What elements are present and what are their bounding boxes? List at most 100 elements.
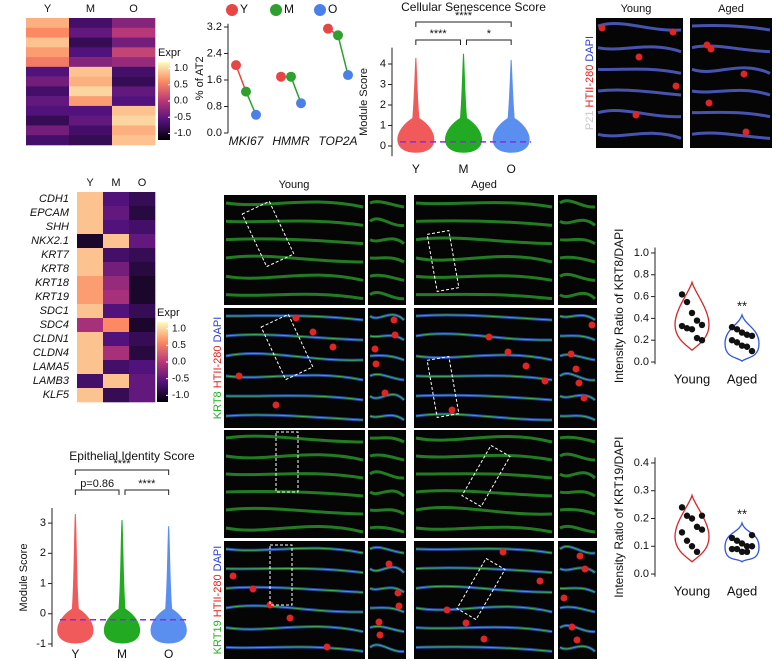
violin [397, 57, 435, 153]
point [748, 543, 756, 550]
heat-cell [129, 220, 156, 235]
point [683, 512, 691, 519]
stain-label: P21 HTII-280 DAPI [584, 36, 596, 130]
heat-cell [26, 125, 70, 136]
y-tick-label: 2 [40, 547, 46, 559]
column-label: O [138, 177, 147, 189]
cell [504, 348, 512, 356]
violin [724, 312, 760, 363]
point [738, 540, 746, 547]
stain-label: KRT8 HTII-280 DAPI [212, 317, 224, 420]
tissue [369, 436, 406, 534]
dot [333, 30, 343, 41]
colorbar-tick-label: 0.5 [174, 79, 188, 90]
heat-cell [112, 125, 156, 136]
heat-cell [129, 332, 156, 347]
heat-cell [69, 105, 113, 116]
tissue [597, 22, 682, 140]
heat-cell [26, 66, 70, 77]
chart-title: Epithelial Identity Score [69, 449, 195, 463]
cell [522, 362, 530, 370]
legend-label: M [284, 2, 294, 16]
heat-cell [129, 192, 156, 207]
cell [385, 560, 393, 568]
violin [150, 526, 187, 644]
micrograph [690, 18, 772, 148]
heat-cell [103, 262, 130, 277]
tissue [559, 546, 596, 652]
connector [337, 35, 349, 76]
legend-dot [314, 4, 326, 16]
heat-cell [69, 18, 113, 29]
point [683, 325, 691, 332]
column-label: M [86, 3, 95, 15]
heat-cell [69, 115, 113, 126]
row-label: NKX2.1 [31, 235, 69, 247]
heat-cell [26, 57, 70, 68]
heat-cell [77, 192, 104, 207]
image-label: Aged [718, 3, 744, 15]
violin [492, 59, 530, 153]
y-tick-label: 1.0 [634, 247, 649, 259]
violin [674, 280, 710, 352]
y-tick-label: 0.8 [634, 269, 649, 281]
tissue [369, 546, 405, 652]
cell [229, 572, 237, 580]
heat-cell [112, 76, 156, 87]
heat-cell [103, 192, 130, 207]
cell [249, 585, 257, 593]
heat-cell [129, 248, 156, 263]
heat-cell [129, 304, 156, 319]
heat-cell [112, 135, 156, 146]
heat-cell [112, 66, 156, 77]
colorbar-tick-label: -0.5 [172, 373, 190, 384]
heat-cell [69, 86, 113, 97]
point [698, 337, 706, 344]
heat-cell [103, 304, 130, 319]
bracket [415, 39, 461, 45]
heat-cell [77, 248, 104, 263]
heat-cell [103, 290, 130, 305]
heat-cell [77, 360, 104, 375]
tissue [415, 548, 553, 652]
violin [724, 520, 760, 563]
heat-cell [129, 276, 156, 291]
tissue [415, 314, 553, 421]
heat-cell [129, 206, 156, 221]
y-tick-label: 0.2 [634, 512, 649, 524]
dot [276, 71, 286, 82]
point [728, 337, 736, 344]
image-label: Young [279, 179, 310, 191]
heat-cell [69, 96, 113, 107]
cell [580, 394, 588, 402]
cell [572, 365, 580, 373]
heat-cell [77, 346, 104, 361]
cell [443, 606, 451, 614]
point [698, 526, 706, 533]
cell [381, 389, 389, 397]
point [733, 537, 741, 544]
y-tick-label: 1 [40, 577, 46, 589]
heat-cell [77, 304, 104, 319]
bracket [74, 469, 170, 475]
row-label: CDH1 [39, 193, 69, 205]
cell [309, 328, 317, 336]
micrograph [414, 195, 554, 305]
cell [742, 128, 750, 136]
point [728, 534, 736, 542]
stain-name: DAPI [212, 546, 224, 572]
heat-cell [77, 318, 104, 333]
tissue [369, 314, 405, 421]
tissue [691, 23, 771, 140]
violin [674, 493, 710, 563]
row-label: LAMB3 [33, 375, 70, 387]
y-tick-label: 3 [380, 78, 386, 90]
significance: **** [455, 10, 473, 22]
cell [329, 343, 337, 351]
zoom-box [275, 431, 299, 493]
legend-label: O [328, 2, 337, 16]
point [698, 512, 706, 519]
cell [480, 635, 488, 643]
micrograph [224, 430, 365, 538]
